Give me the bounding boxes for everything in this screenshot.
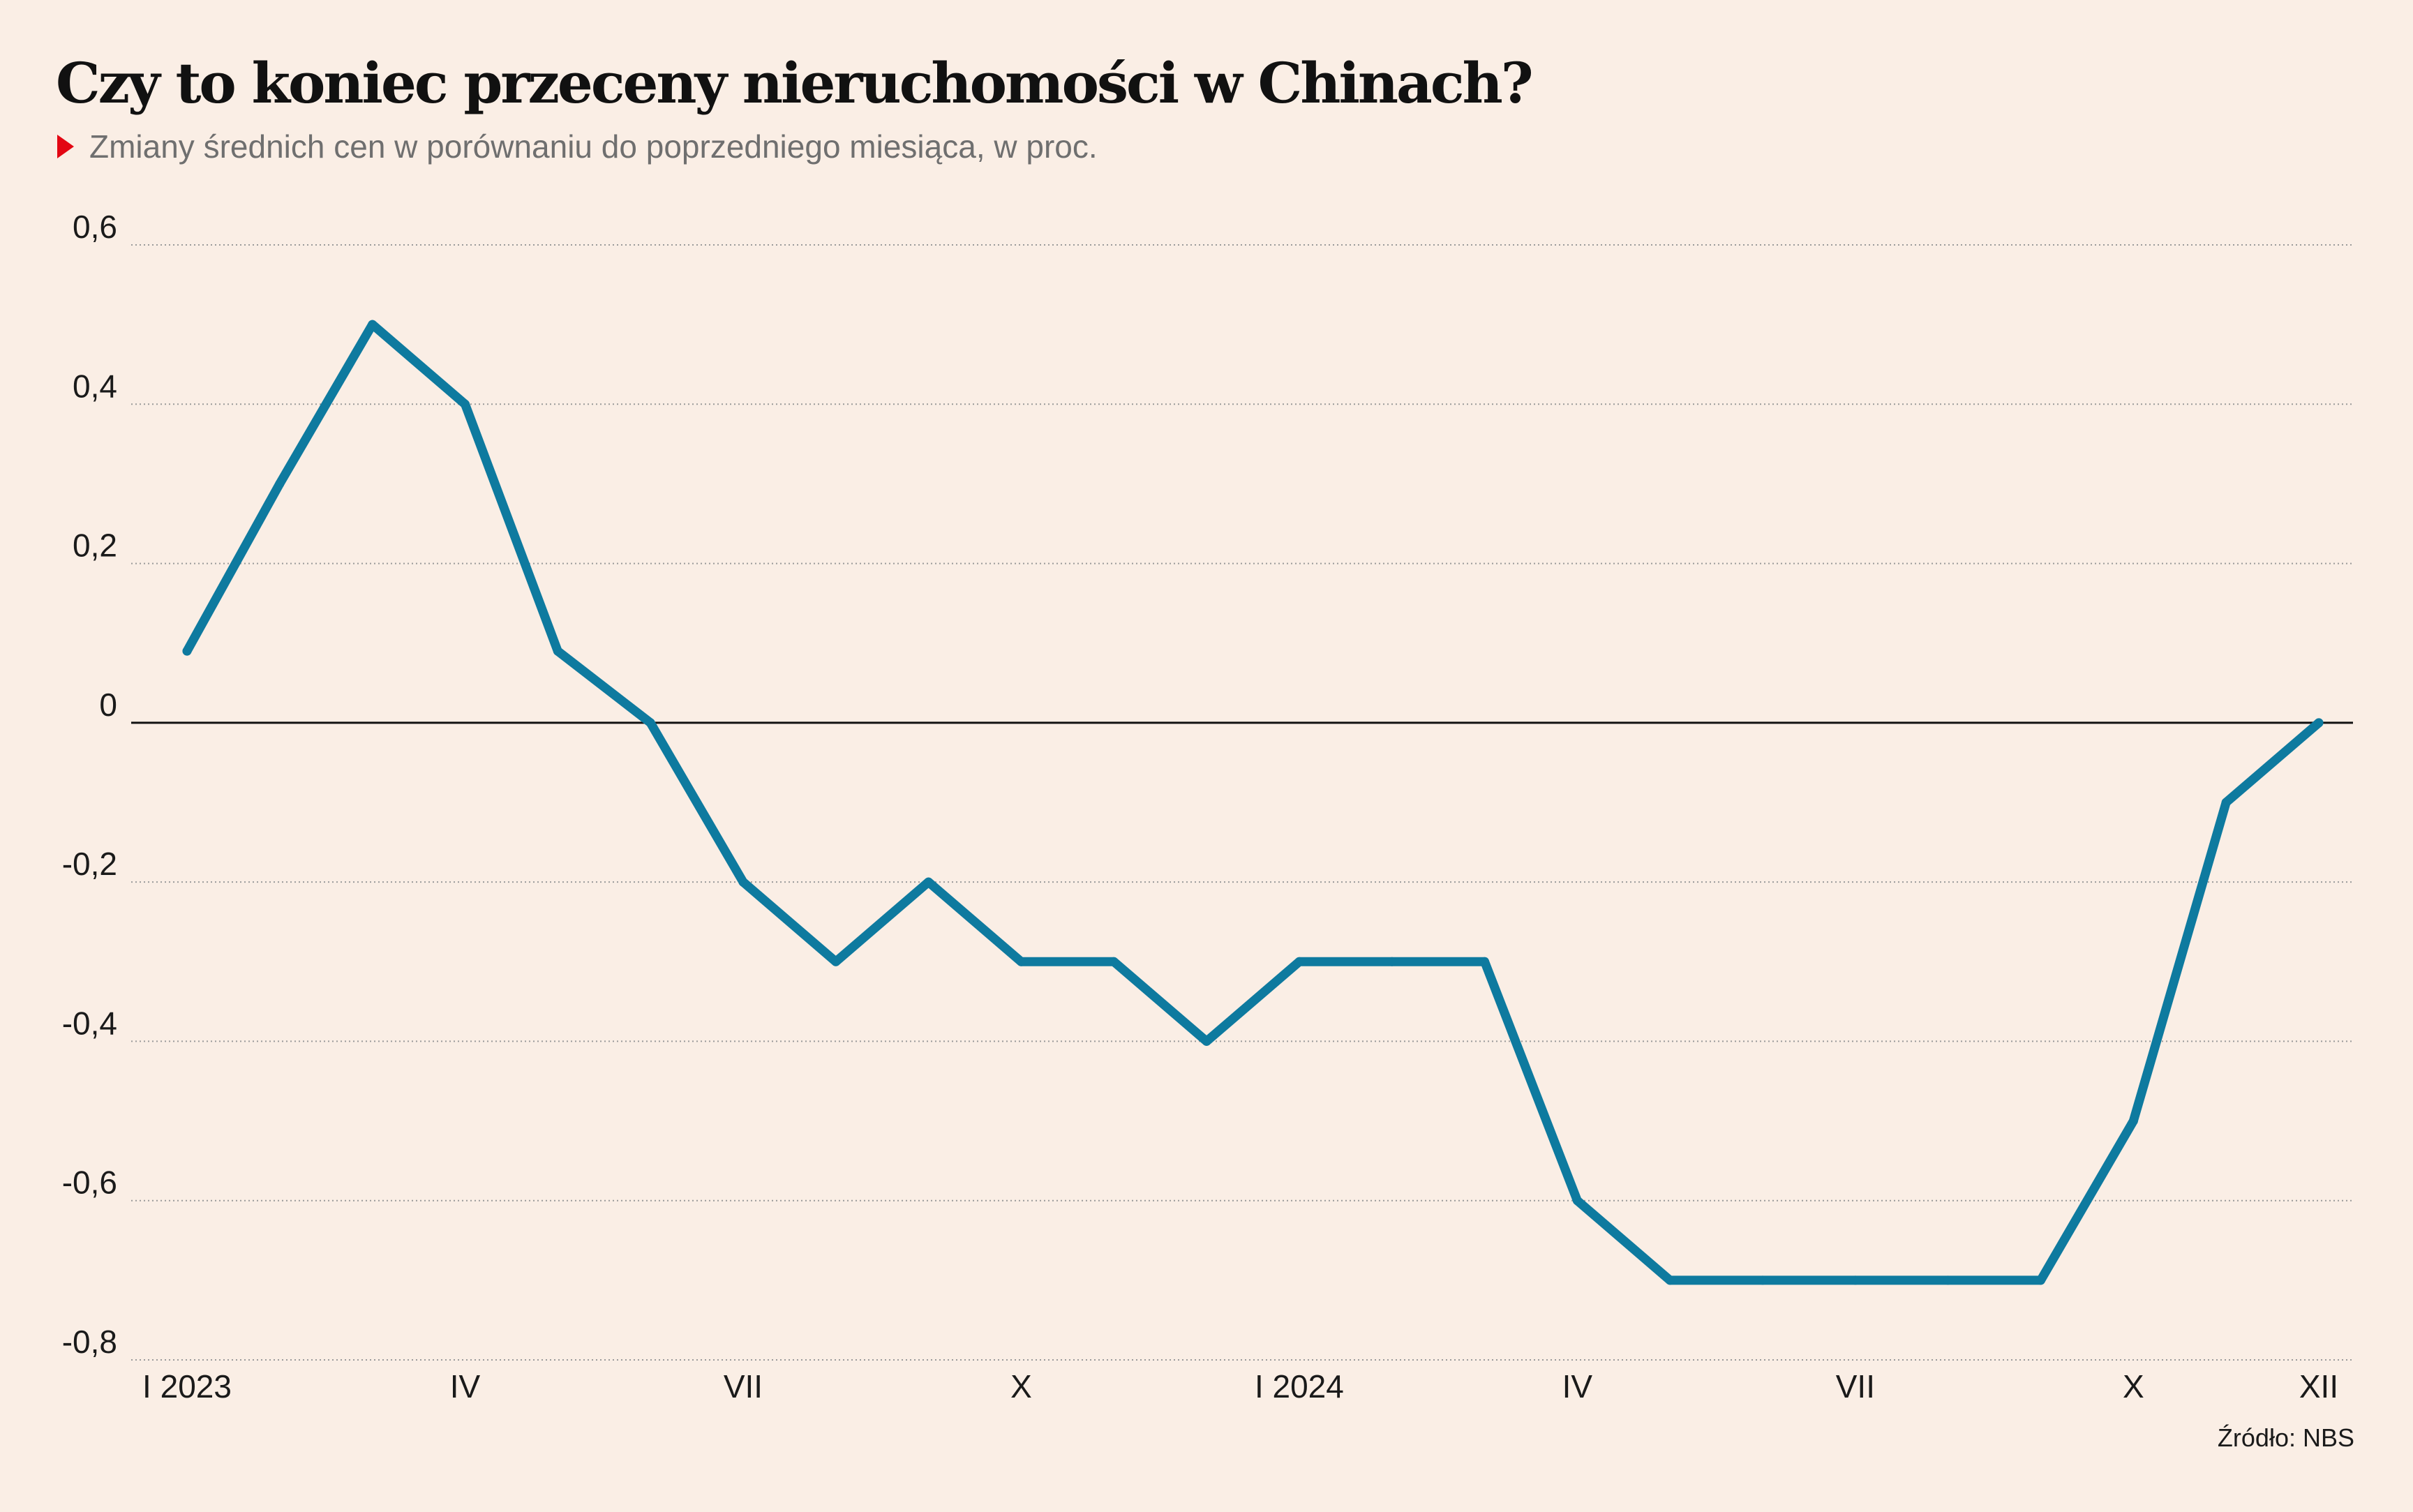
subtitle-row: Zmiany średnich cen w porównaniu do popr… <box>57 126 1098 167</box>
x-tick-label: I 2023 <box>142 1368 232 1405</box>
data-point <box>1387 957 1397 966</box>
x-tick-label: VII <box>1836 1368 1875 1405</box>
data-point <box>738 877 748 887</box>
series-layer <box>182 320 2324 1285</box>
x-axis-labels: I 2023 IV VII X I 2024 IV VII X XII <box>142 1368 2338 1405</box>
y-tick-label: -0,8 <box>62 1324 117 1360</box>
x-tick-label: XII <box>2299 1368 2338 1405</box>
data-point <box>924 877 934 887</box>
data-point <box>553 646 562 656</box>
data-point <box>1294 957 1304 966</box>
x-tick-label: IV <box>1562 1368 1593 1405</box>
y-tick-label: 0 <box>99 687 117 723</box>
data-point <box>1016 957 1026 966</box>
x-tick-label: IV <box>450 1368 481 1405</box>
data-point <box>1202 1036 1211 1046</box>
triangle-marker-icon <box>57 135 74 158</box>
x-tick-label: X <box>1010 1368 1032 1405</box>
data-point <box>2314 718 2324 728</box>
chart-subtitle: Zmiany średnich cen w porównaniu do popr… <box>89 128 1098 165</box>
x-tick-label: I 2024 <box>1255 1368 1344 1405</box>
data-point <box>831 957 841 966</box>
data-point <box>1851 1275 1860 1285</box>
y-tick-label: 0,6 <box>73 209 117 245</box>
data-point <box>368 320 378 329</box>
y-tick-label: 0,2 <box>73 527 117 564</box>
data-point <box>645 718 655 728</box>
data-point <box>275 479 285 488</box>
data-point <box>460 399 470 409</box>
data-point <box>1572 1196 1582 1206</box>
y-tick-label: 0,4 <box>73 368 117 404</box>
y-axis-labels: 0,6 0,4 0,2 0 -0,2 -0,4 -0,6 -0,8 <box>62 209 117 1360</box>
data-point <box>2221 798 2231 807</box>
gridlines <box>131 244 2353 1361</box>
source-note: Źródło: NBS <box>2217 1423 2354 1452</box>
series-line <box>182 320 2324 1285</box>
data-point <box>2128 1116 2138 1126</box>
y-tick-label: -0,6 <box>62 1165 117 1201</box>
data-point <box>2036 1275 2046 1285</box>
y-tick-label: -0,2 <box>62 846 117 882</box>
data-point <box>1480 957 1490 966</box>
y-tick-label: -0,4 <box>62 1005 117 1041</box>
chart-title: Czy to koniec przeceny nieruchomości w C… <box>56 50 1534 116</box>
x-tick-label: VII <box>724 1368 763 1405</box>
data-point <box>1109 957 1119 966</box>
data-point <box>1665 1275 1675 1285</box>
x-tick-label: X <box>2123 1368 2144 1405</box>
data-point <box>182 646 192 656</box>
data-point <box>1943 1275 1953 1285</box>
data-point <box>1758 1275 1768 1285</box>
